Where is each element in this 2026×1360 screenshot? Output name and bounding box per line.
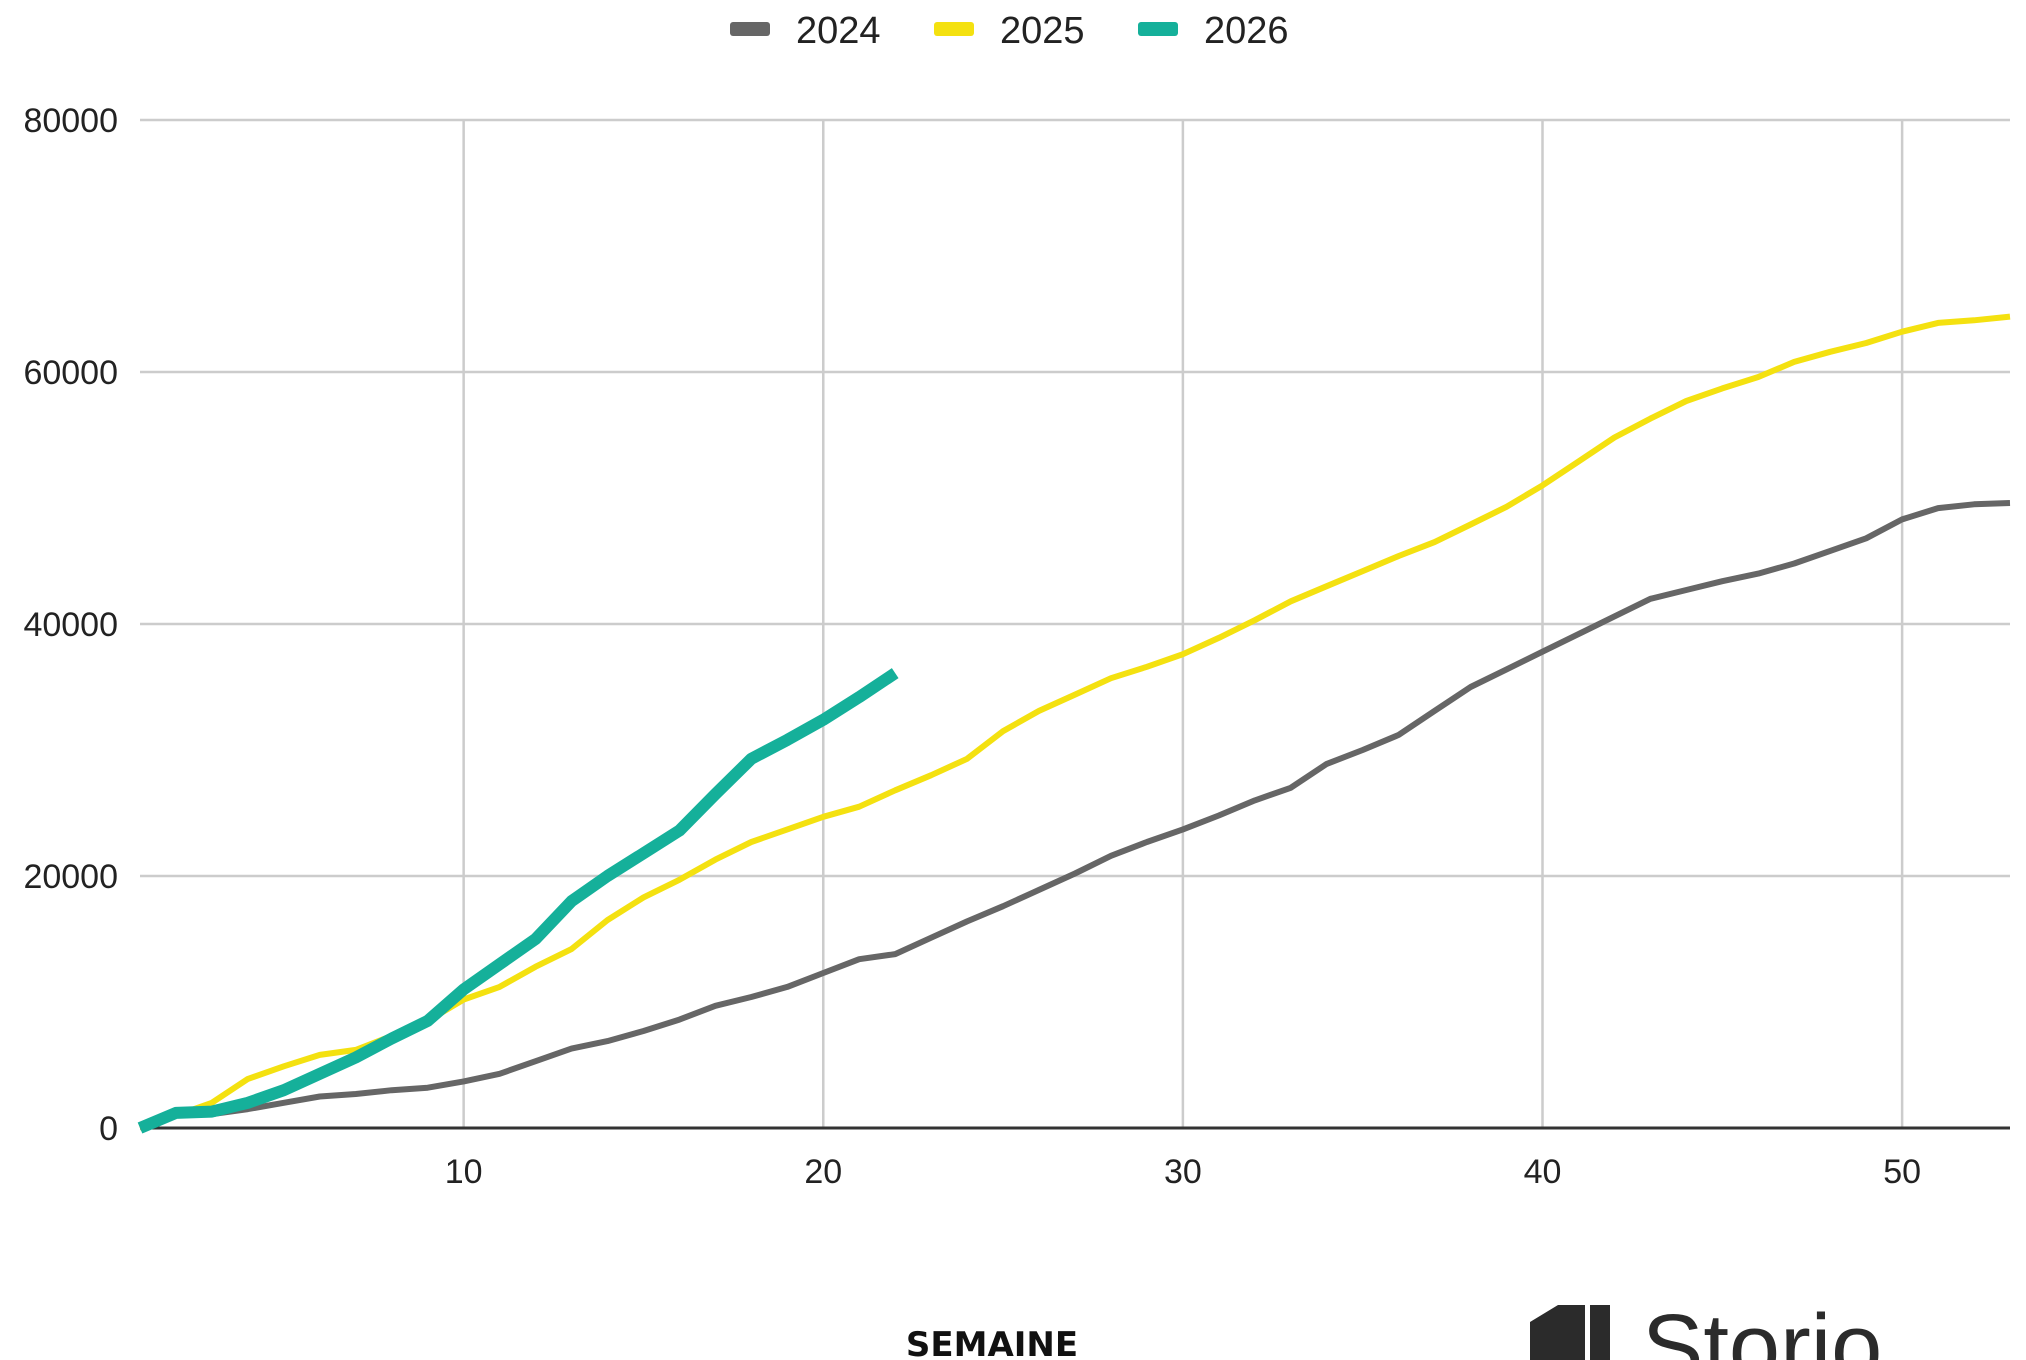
y-tick-label: 0 bbox=[99, 1110, 118, 1148]
y-axis: 0 20000 40000 60000 80000 bbox=[23, 102, 118, 1148]
x-tick-label: 40 bbox=[1524, 1153, 1562, 1191]
x-tick-label: 20 bbox=[804, 1153, 842, 1191]
legend-label: 2024 bbox=[796, 10, 881, 52]
legend-label: 2025 bbox=[1000, 10, 1085, 52]
legend-swatch-2025 bbox=[934, 22, 974, 36]
x-axis-label: SEMAINE bbox=[906, 1325, 1078, 1360]
storio-logo: Storio bbox=[1530, 1296, 1882, 1360]
logo-text: Storio bbox=[1642, 1296, 1882, 1360]
x-tick-label: 30 bbox=[1164, 1153, 1202, 1191]
legend-swatch-2024 bbox=[730, 22, 770, 36]
y-tick-label: 80000 bbox=[23, 102, 118, 140]
logo-icon bbox=[1530, 1305, 1610, 1360]
series-line-2024 bbox=[139, 500, 2011, 1131]
x-tick-label: 10 bbox=[445, 1153, 483, 1191]
legend-swatch-2026 bbox=[1138, 22, 1178, 36]
series-line-2025 bbox=[139, 313, 2011, 1131]
y-tick-label: 60000 bbox=[23, 354, 118, 392]
series-layer bbox=[137, 313, 2011, 1134]
x-tick-label: 50 bbox=[1883, 1153, 1921, 1191]
y-tick-label: 40000 bbox=[23, 606, 118, 644]
x-axis: 10 20 30 40 50 bbox=[140, 1126, 2010, 1191]
y-tick-label: 20000 bbox=[23, 858, 118, 896]
grid-lines bbox=[140, 118, 2010, 1128]
series-line-2026 bbox=[137, 668, 899, 1134]
legend-label: 2026 bbox=[1204, 10, 1289, 52]
legend: 2024 2025 2026 bbox=[730, 10, 1289, 52]
